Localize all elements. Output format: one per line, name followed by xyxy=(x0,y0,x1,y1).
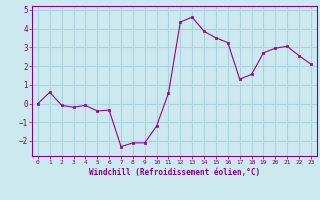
X-axis label: Windchill (Refroidissement éolien,°C): Windchill (Refroidissement éolien,°C) xyxy=(89,168,260,177)
